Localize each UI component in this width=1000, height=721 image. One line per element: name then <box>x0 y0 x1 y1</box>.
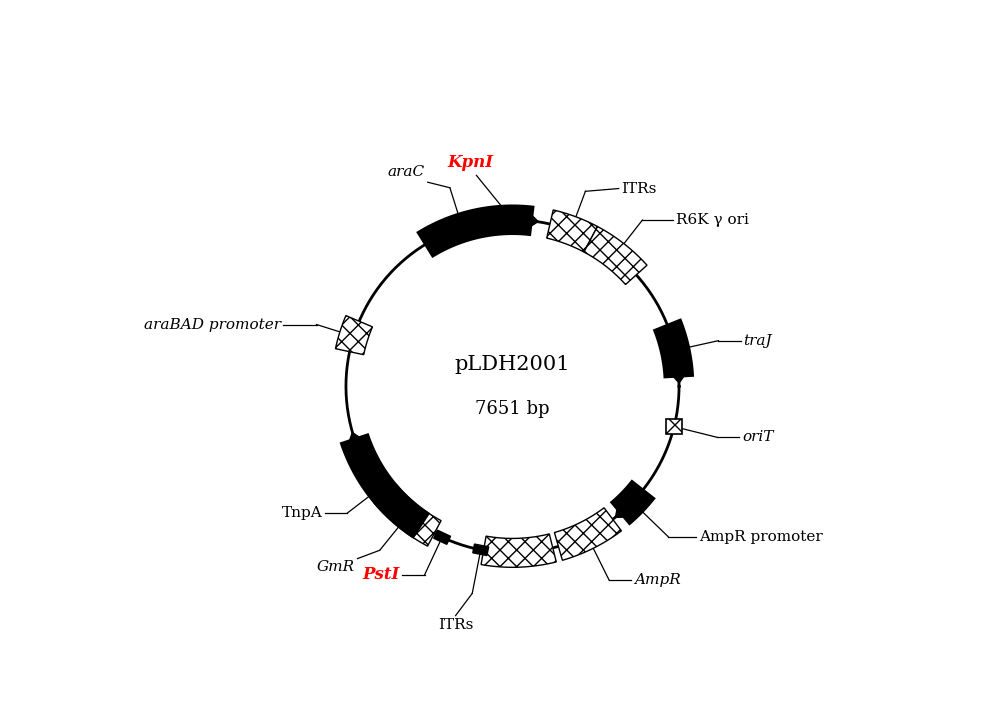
Polygon shape <box>374 484 441 546</box>
Polygon shape <box>346 433 368 451</box>
Text: ITRs: ITRs <box>621 182 657 195</box>
Text: araBAD promoter: araBAD promoter <box>144 317 281 332</box>
Polygon shape <box>473 544 489 556</box>
Polygon shape <box>335 316 372 355</box>
Text: 7651 bp: 7651 bp <box>475 399 550 417</box>
Polygon shape <box>554 508 621 560</box>
Text: ITRs: ITRs <box>438 619 473 632</box>
Polygon shape <box>666 419 682 434</box>
Text: TnpA: TnpA <box>282 506 322 520</box>
Text: araC: araC <box>388 165 425 180</box>
Polygon shape <box>522 208 538 231</box>
Text: AmpR: AmpR <box>634 573 681 587</box>
Polygon shape <box>505 216 520 224</box>
Polygon shape <box>615 499 634 518</box>
Polygon shape <box>547 210 597 252</box>
Text: KpnI: KpnI <box>448 154 494 171</box>
Text: pLDH2001: pLDH2001 <box>455 355 570 373</box>
Text: traJ: traJ <box>743 334 772 348</box>
Text: R6K γ ori: R6K γ ori <box>676 213 749 227</box>
Text: PstI: PstI <box>362 567 400 583</box>
Polygon shape <box>434 530 451 544</box>
Text: AmpR promoter: AmpR promoter <box>699 530 823 544</box>
Polygon shape <box>667 368 690 383</box>
Text: oriT: oriT <box>742 430 774 444</box>
Polygon shape <box>584 226 647 285</box>
Polygon shape <box>481 534 556 567</box>
Text: GmR: GmR <box>317 560 355 574</box>
